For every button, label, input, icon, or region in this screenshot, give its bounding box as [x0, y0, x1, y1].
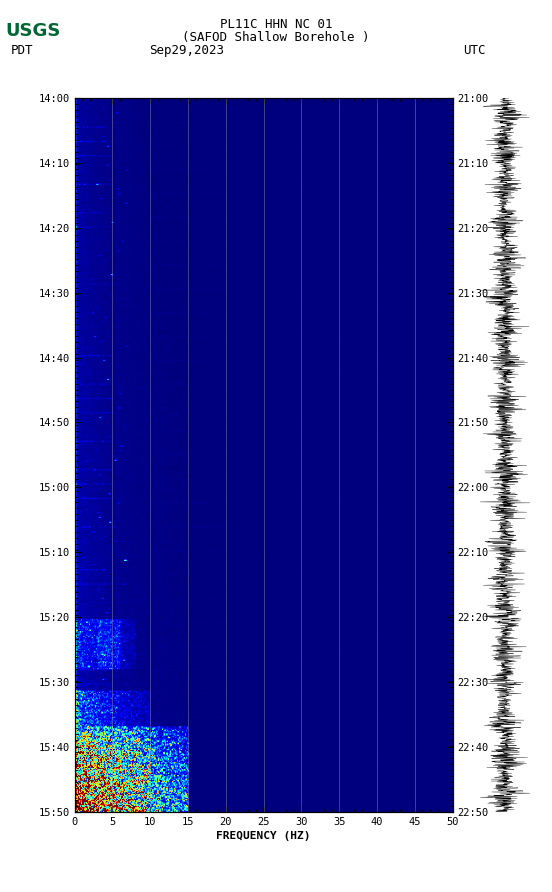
Text: PDT: PDT	[11, 44, 34, 57]
Text: (SAFOD Shallow Borehole ): (SAFOD Shallow Borehole )	[182, 31, 370, 45]
Text: Sep29,2023: Sep29,2023	[149, 44, 224, 57]
Text: UTC: UTC	[463, 44, 486, 57]
Text: PL11C HHN NC 01: PL11C HHN NC 01	[220, 18, 332, 31]
X-axis label: FREQUENCY (HZ): FREQUENCY (HZ)	[216, 830, 311, 841]
Text: USGS: USGS	[6, 22, 61, 40]
